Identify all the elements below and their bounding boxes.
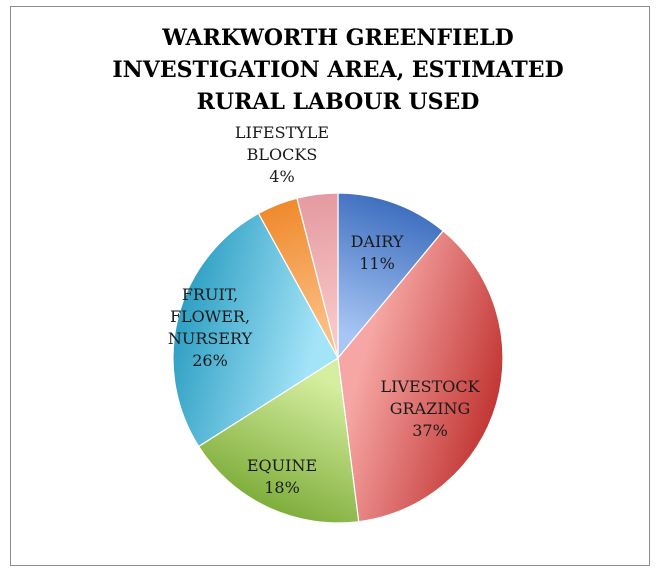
pie-slice bbox=[172, 212, 339, 448]
data-label: 4% bbox=[269, 167, 294, 186]
pie-slice bbox=[337, 192, 445, 360]
chart-title-line: RURAL LABOUR USED bbox=[197, 89, 480, 115]
data-label: FRUIT, bbox=[182, 285, 238, 304]
data-label: EQUINE bbox=[247, 456, 317, 475]
pie-slice bbox=[296, 192, 339, 359]
chart-title: WARKWORTH GREENFIELD INVESTIGATION AREA, … bbox=[112, 25, 563, 115]
pie-slices bbox=[172, 192, 504, 524]
data-label: NURSERY bbox=[168, 329, 253, 348]
data-label: DAIRY bbox=[351, 232, 404, 251]
data-label: 26% bbox=[192, 351, 228, 370]
data-label: 11% bbox=[359, 254, 395, 273]
data-label: GRAZING bbox=[390, 399, 471, 418]
data-label: FLOWER, bbox=[170, 307, 250, 326]
chart-title-line: INVESTIGATION AREA, ESTIMATED bbox=[112, 57, 563, 83]
data-label: BLOCKS bbox=[247, 145, 318, 164]
chart-title-line: WARKWORTH GREENFIELD bbox=[161, 25, 514, 51]
pie-slice bbox=[337, 230, 504, 523]
pie-slice bbox=[197, 356, 360, 524]
data-label: LIVESTOCK bbox=[380, 377, 480, 396]
data-label: LIFESTYLE bbox=[235, 123, 329, 142]
data-label: 18% bbox=[264, 478, 300, 497]
data-label: 37% bbox=[412, 421, 448, 440]
data-labels: DAIRY 11% LIVESTOCK GRAZING 37% EQUINE 18% FRUI… bbox=[168, 123, 481, 497]
